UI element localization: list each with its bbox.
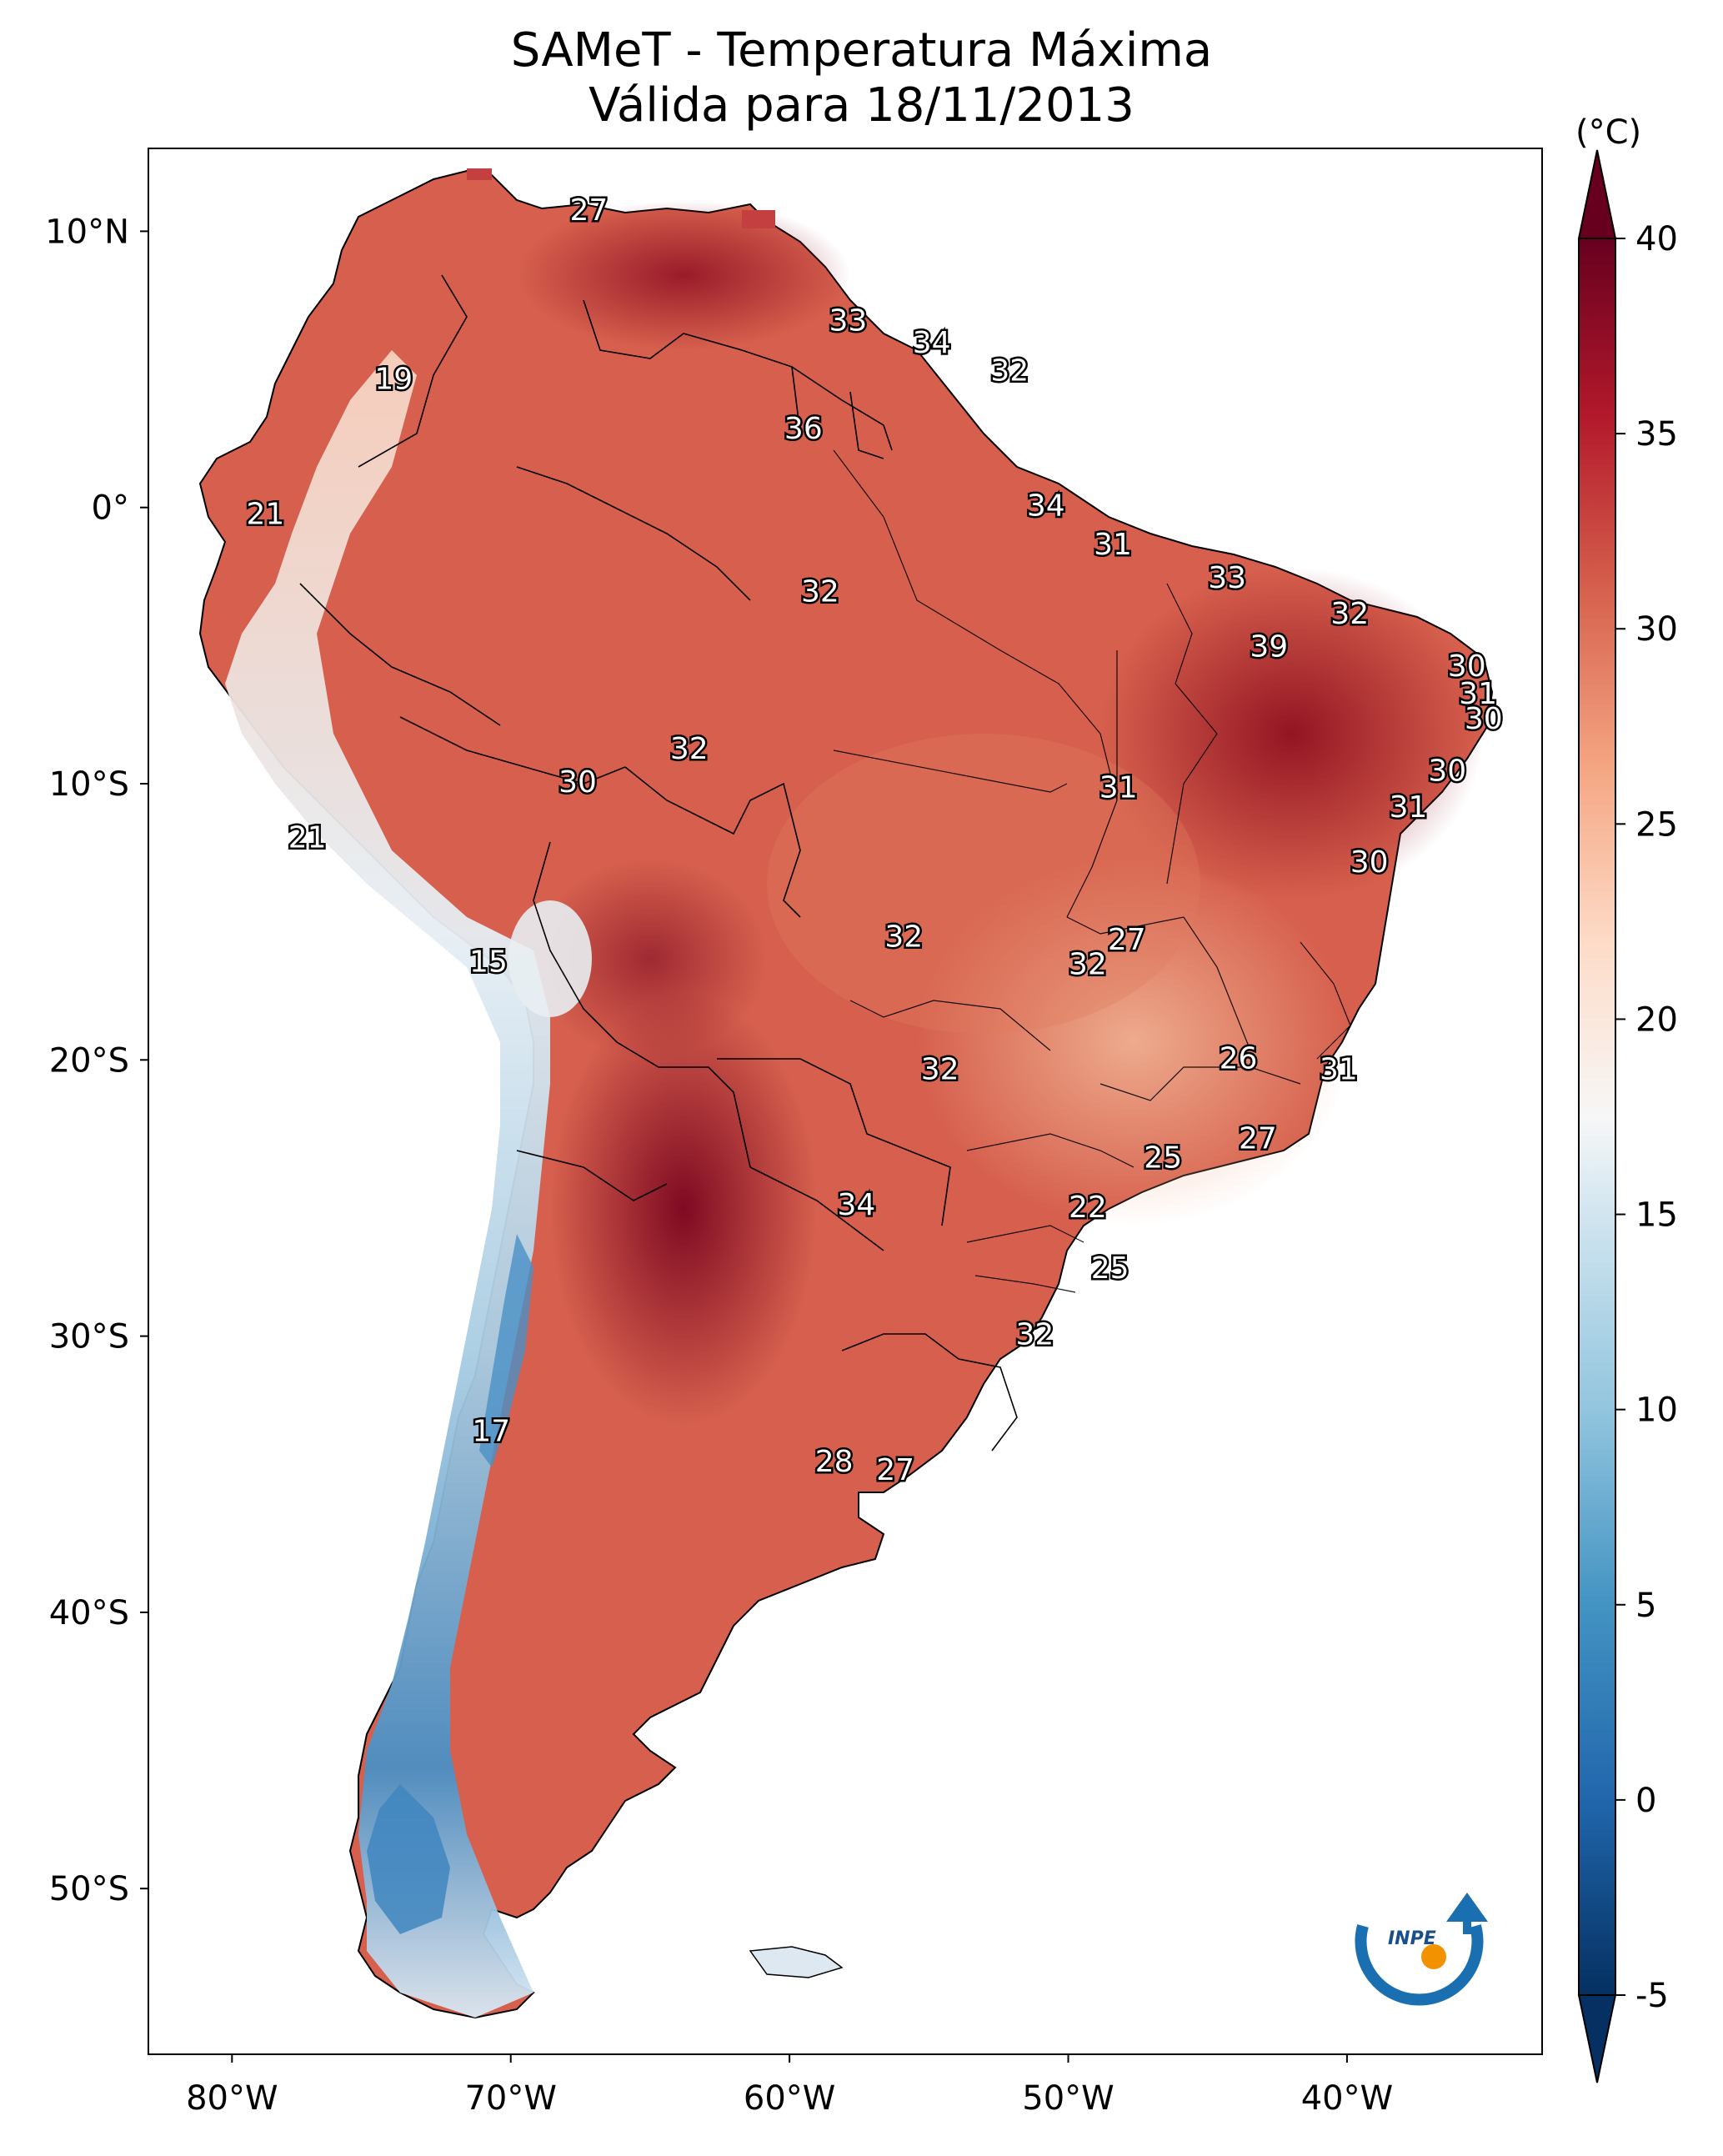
station-temperature-label: 31: [1099, 771, 1138, 805]
station-temperature-label: 28: [815, 1445, 854, 1479]
station-temperature-label: 31: [1094, 528, 1132, 562]
station-temperature-label: 33: [829, 304, 867, 338]
latitude-ticks: 10°N 0° 10°S 20°S 30°S 40°S 50°S: [45, 213, 148, 1908]
colorbar-unit: (°C): [1575, 113, 1641, 152]
lon-tick-label: 60°W: [744, 2079, 835, 2118]
hotspot-chaco: [550, 992, 817, 1426]
lat-tick-label: 30°S: [49, 1318, 129, 1356]
central-andes-cold: [479, 1234, 533, 1467]
logo-dot: [1421, 1944, 1446, 1969]
station-temperature-label: 30: [1465, 702, 1503, 736]
logo-text: INPE: [1388, 1928, 1436, 1949]
station-temperature-label: 27: [876, 1453, 914, 1487]
station-temperature-label: 31: [1459, 677, 1497, 711]
inpe-logo: INPE: [1355, 1893, 1488, 2006]
hotspot-bolivia: [533, 859, 767, 1059]
station-temperature-label: 21: [247, 498, 285, 532]
patagonia-cold: [367, 1784, 450, 1934]
colorbar-tick-label: 25: [1635, 805, 1678, 844]
colorbar-ticks: 40 35 30 25 20 15 10 5 0 -5: [1615, 220, 1678, 2015]
map-title: SAMeT - Temperatura Máxima Válida para 1…: [0, 23, 1723, 133]
trinidad-island: [742, 210, 775, 228]
colorbar-tick-label: 10: [1635, 1391, 1678, 1430]
colorbar-min-arrow: [1577, 1994, 1617, 2083]
altiplano-cool: [508, 900, 592, 1017]
lat-tick-label: 10°S: [49, 765, 129, 804]
logo-arrow-icon: [1446, 1893, 1488, 1934]
station-temperature-label: 27: [1108, 923, 1146, 957]
station-temperature-label: 31: [1320, 1053, 1358, 1087]
lon-tick-label: 70°W: [464, 2079, 556, 2118]
colorbar-bar: [1578, 238, 1616, 1996]
station-temperature-label: 33: [1208, 561, 1246, 595]
mild-southeast: [917, 859, 1350, 1226]
temperature-field: [198, 168, 1494, 2019]
station-temperature-label: 32: [1069, 948, 1107, 982]
station-temperature-label: 17: [472, 1415, 510, 1449]
station-temperature-label: 32: [1330, 597, 1369, 631]
station-temperature-label: 32: [990, 353, 1029, 388]
colorbar-tick-label: -5: [1635, 1977, 1669, 2015]
colorbar-tick-label: 20: [1635, 1000, 1678, 1039]
station-temperature-label: 34: [1027, 489, 1065, 524]
station-temperature-label: 30: [558, 765, 597, 800]
station-temperature-label: 31: [1390, 790, 1428, 825]
lat-tick-label: 20°S: [49, 1041, 129, 1080]
mild-central-brazil: [767, 734, 1200, 1034]
station-temperature-label: 34: [837, 1188, 875, 1222]
station-temperature-label: 32: [921, 1053, 959, 1087]
colorbar-max-arrow: [1577, 149, 1617, 239]
lon-tick-label: 50°W: [1022, 2079, 1114, 2118]
longitude-ticks: 80°W 70°W 60°W 50°W 40°W: [186, 2054, 1393, 2118]
hotspot-venezuela: [517, 200, 850, 350]
colorbar-tick-label: 35: [1635, 415, 1678, 454]
lat-tick-label: 10°N: [45, 213, 129, 251]
station-temperature-label: 32: [670, 732, 709, 766]
station-temperature-label: 21: [288, 820, 327, 855]
title-line-2: Válida para 18/11/2013: [589, 78, 1134, 133]
lon-tick-label: 40°W: [1301, 2079, 1393, 2118]
station-temperature-label: 27: [569, 193, 608, 228]
falkland-islands: [749, 1946, 844, 1978]
colorbar-tick-label: 15: [1635, 1196, 1678, 1235]
colorbar-tick-label: 0: [1635, 1782, 1656, 1820]
country-borders: [299, 274, 1018, 1452]
andes-cool-ridge: [225, 350, 550, 2018]
colorbar-tick-label: 5: [1635, 1587, 1656, 1625]
lat-tick-label: 40°S: [49, 1594, 129, 1632]
lat-tick-label: 50°S: [49, 1870, 129, 1908]
title-line-1: SAMeT - Temperatura Máxima: [510, 23, 1213, 78]
station-temperature-label: 26: [1220, 1041, 1258, 1075]
station-temperature-label: 30: [1428, 755, 1466, 789]
logo-swoosh: [1355, 1924, 1484, 2006]
station-temperature-label: 32: [801, 574, 839, 609]
station-temperature-label: 32: [884, 920, 923, 955]
station-temperature-label: 30: [1350, 845, 1389, 880]
station-temperature-label: 30: [1448, 649, 1486, 684]
station-temperature-label: 32: [1015, 1318, 1054, 1352]
station-temperature-label: 19: [374, 362, 413, 396]
station-temperature-label: 34: [913, 326, 951, 360]
station-temperature-label: 22: [1069, 1191, 1107, 1225]
colorbar-tick-label: 40: [1635, 220, 1678, 258]
colorbar-tick-label: 30: [1635, 610, 1678, 649]
lon-tick-label: 80°W: [186, 2079, 278, 2118]
station-temperature-label: 27: [1239, 1121, 1277, 1156]
station-temperature-label: 36: [784, 412, 823, 446]
hotspot-northeast: [1100, 567, 1484, 900]
colorbar: (°C) 40 35 30 25 20 15 10 5 0 -5: [1575, 113, 1678, 2083]
station-temperature-label: 25: [1091, 1251, 1129, 1286]
station-temperature-label: 39: [1250, 630, 1288, 664]
state-borders: [833, 449, 1351, 1293]
lat-tick-label: 0°: [92, 489, 129, 528]
aruba-island: [467, 168, 492, 180]
station-temperature-label: 25: [1144, 1141, 1182, 1176]
station-temperature-label: 15: [469, 945, 508, 979]
